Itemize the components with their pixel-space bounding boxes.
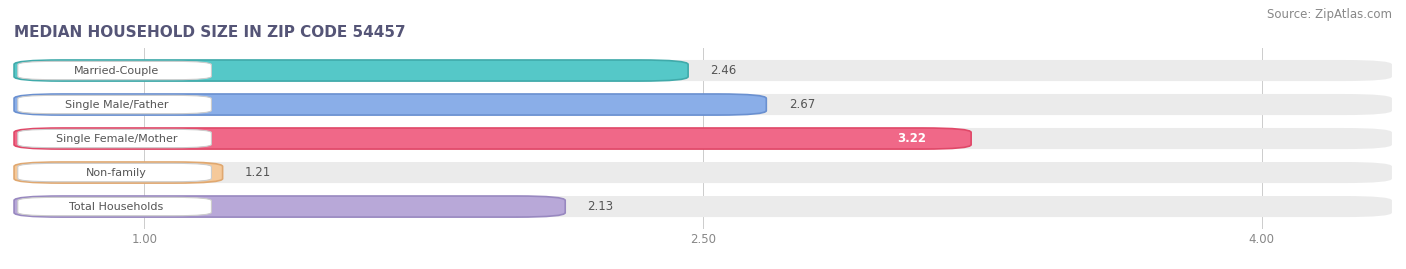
FancyBboxPatch shape [14, 128, 1392, 149]
FancyBboxPatch shape [14, 162, 1392, 183]
Text: Total Households: Total Households [69, 201, 163, 211]
FancyBboxPatch shape [18, 197, 211, 216]
Text: Married-Couple: Married-Couple [75, 66, 159, 76]
Text: 3.22: 3.22 [897, 132, 927, 145]
FancyBboxPatch shape [14, 128, 972, 149]
Text: MEDIAN HOUSEHOLD SIZE IN ZIP CODE 54457: MEDIAN HOUSEHOLD SIZE IN ZIP CODE 54457 [14, 25, 406, 40]
FancyBboxPatch shape [18, 95, 211, 114]
Text: 1.21: 1.21 [245, 166, 271, 179]
FancyBboxPatch shape [14, 196, 1392, 217]
Text: Single Female/Mother: Single Female/Mother [56, 133, 177, 144]
FancyBboxPatch shape [14, 60, 1392, 81]
Text: 2.46: 2.46 [710, 64, 737, 77]
Text: Single Male/Father: Single Male/Father [65, 100, 169, 109]
FancyBboxPatch shape [14, 94, 1392, 115]
FancyBboxPatch shape [18, 129, 211, 148]
FancyBboxPatch shape [14, 60, 688, 81]
FancyBboxPatch shape [18, 61, 211, 80]
FancyBboxPatch shape [14, 94, 766, 115]
Text: Non-family: Non-family [86, 168, 146, 178]
FancyBboxPatch shape [18, 163, 211, 182]
Text: 2.13: 2.13 [588, 200, 613, 213]
FancyBboxPatch shape [14, 196, 565, 217]
Text: 2.67: 2.67 [789, 98, 815, 111]
Text: Source: ZipAtlas.com: Source: ZipAtlas.com [1267, 8, 1392, 21]
FancyBboxPatch shape [14, 162, 222, 183]
